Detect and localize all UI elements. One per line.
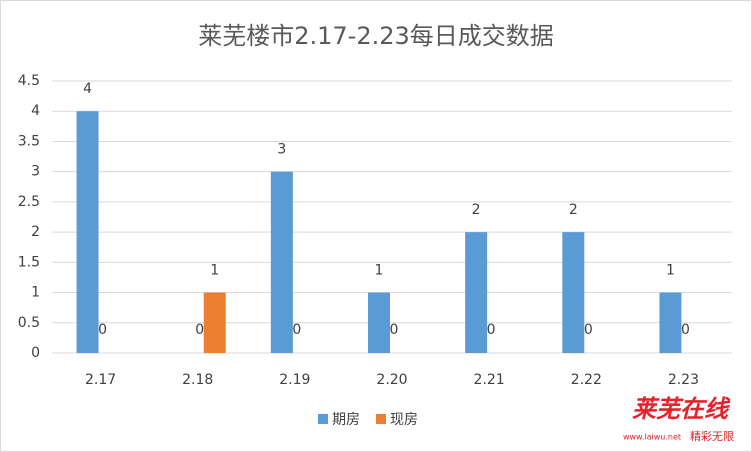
- y-tick-label: 1.5: [18, 254, 40, 270]
- bar: [368, 292, 390, 353]
- y-tick-label: 0.5: [18, 315, 40, 331]
- x-tick-label: 2.21: [474, 372, 505, 388]
- bar: [659, 292, 682, 353]
- y-tick-label: 2: [31, 224, 40, 240]
- data-label: 1: [375, 263, 384, 279]
- legend-label: 期房: [332, 412, 360, 428]
- y-tick-label: 3: [31, 164, 40, 180]
- data-label: 0: [292, 322, 301, 338]
- data-label: 0: [390, 322, 399, 338]
- data-label: 3: [277, 142, 286, 158]
- x-tick-label: 2.23: [668, 372, 699, 388]
- data-label: 0: [195, 322, 204, 338]
- data-label: 0: [681, 322, 690, 338]
- bar: [270, 171, 293, 353]
- x-tick-label: 2.18: [182, 372, 213, 388]
- legend-label: 现房: [390, 412, 418, 428]
- data-label: 0: [487, 322, 496, 338]
- data-label: 2: [472, 202, 481, 218]
- x-tick-label: 2.17: [85, 372, 116, 388]
- bar: [465, 232, 488, 353]
- legend-swatch: [318, 414, 328, 424]
- x-tick-label: 2.22: [571, 372, 602, 388]
- y-tick-label: 4.5: [18, 73, 40, 89]
- y-tick-label: 0: [31, 345, 40, 361]
- bar: [76, 111, 99, 353]
- chart-title: 莱芜楼市2.17-2.23每日成交数据: [198, 22, 554, 50]
- x-tick-label: 2.19: [279, 372, 310, 388]
- data-label: 1: [666, 263, 675, 279]
- watermark-url: www.laiwu.net: [623, 433, 681, 442]
- y-tick-label: 2.5: [18, 194, 40, 210]
- data-label: 0: [584, 322, 593, 338]
- data-label: 2: [569, 202, 578, 218]
- watermark-title: 莱芜在线: [632, 395, 731, 423]
- x-tick-label: 2.20: [376, 372, 407, 388]
- legend-swatch: [376, 414, 386, 424]
- watermark-slogan: 精彩无限: [690, 430, 734, 443]
- data-label: 4: [83, 81, 92, 97]
- y-tick-label: 1: [31, 285, 40, 301]
- y-tick-label: 4: [31, 103, 40, 119]
- data-label: 1: [210, 263, 219, 279]
- y-tick-label: 3.5: [18, 133, 40, 149]
- data-label: 0: [98, 322, 107, 338]
- bar: [203, 292, 226, 353]
- bar: [562, 232, 585, 353]
